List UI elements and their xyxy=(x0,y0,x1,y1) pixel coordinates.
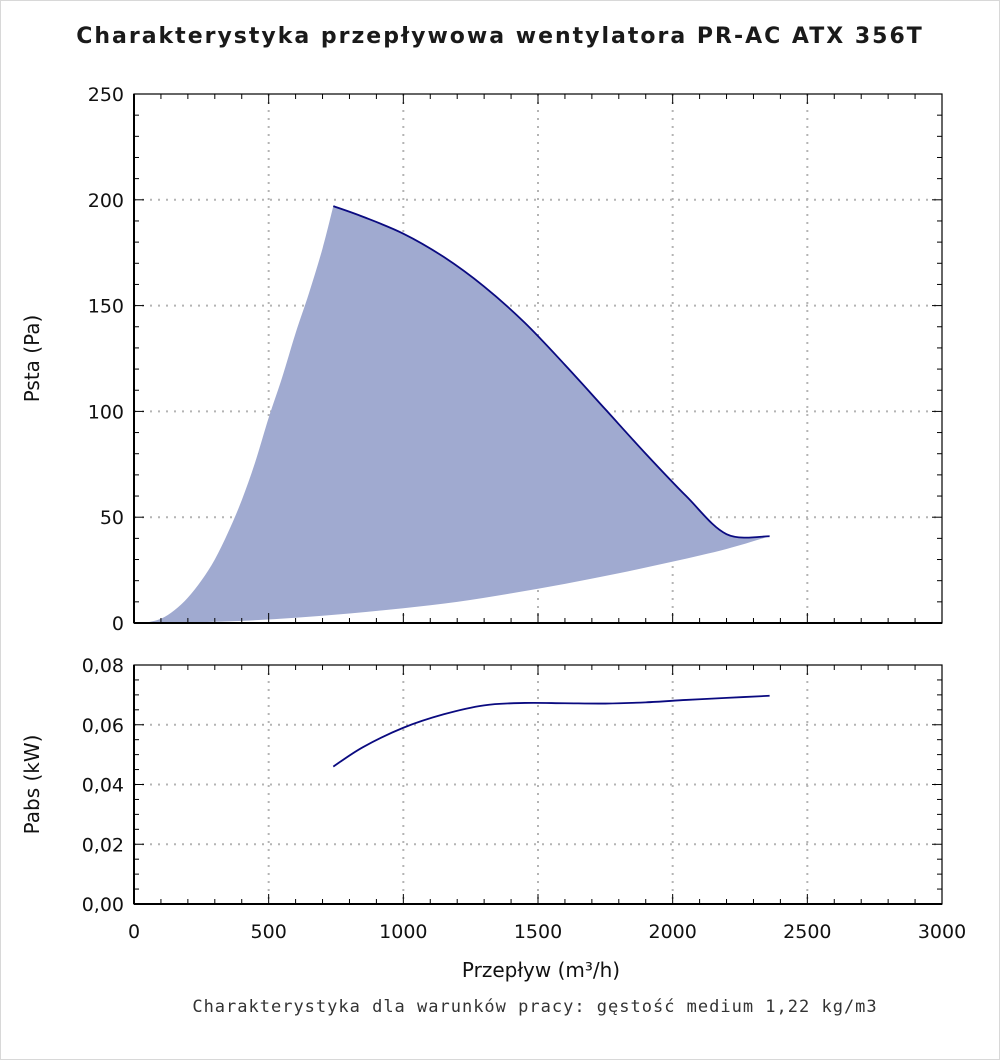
power-y-axis-label: Pabs (kW) xyxy=(20,735,44,835)
power-y-tick-label: 0,08 xyxy=(82,655,124,677)
pressure-y-tick-label: 200 xyxy=(88,190,124,212)
power-x-tick-label: 500 xyxy=(251,921,287,943)
power-x-tick-label: 3000 xyxy=(918,921,966,943)
pressure-y-tick-label: 0 xyxy=(112,613,124,635)
power-x-tick-label: 2500 xyxy=(783,921,831,943)
pressure-y-tick-label: 250 xyxy=(88,84,124,106)
pressure-curve xyxy=(333,205,770,539)
power-x-tick-label: 1000 xyxy=(379,921,427,943)
power-y-tick-label: 0,02 xyxy=(82,834,124,856)
pressure-area xyxy=(144,206,770,623)
power-x-tick-label: 1500 xyxy=(514,921,562,943)
power-x-tick-label: 0 xyxy=(128,921,140,943)
power-y-tick-label: 0,04 xyxy=(82,775,124,797)
power-y-tick-label: 0,06 xyxy=(82,715,124,737)
power-x-tick-label: 2000 xyxy=(648,921,696,943)
pressure-y-axis-label: Psta (Pa) xyxy=(20,315,44,403)
chart-title: Charakterystyka przepływowa wentylatora … xyxy=(76,24,924,49)
power-y-tick-label: 0,00 xyxy=(82,894,124,916)
pressure-y-tick-label: 100 xyxy=(88,401,124,423)
pressure-y-tick-label: 50 xyxy=(100,507,124,529)
pressure-y-tick-label: 150 xyxy=(88,296,124,318)
power-series-line-0 xyxy=(332,694,770,768)
chart-footnote: Charakterystyka dla warunków pracy: gęst… xyxy=(192,997,878,1017)
power-x-axis-label: Przepływ (m³/h) xyxy=(462,958,620,982)
